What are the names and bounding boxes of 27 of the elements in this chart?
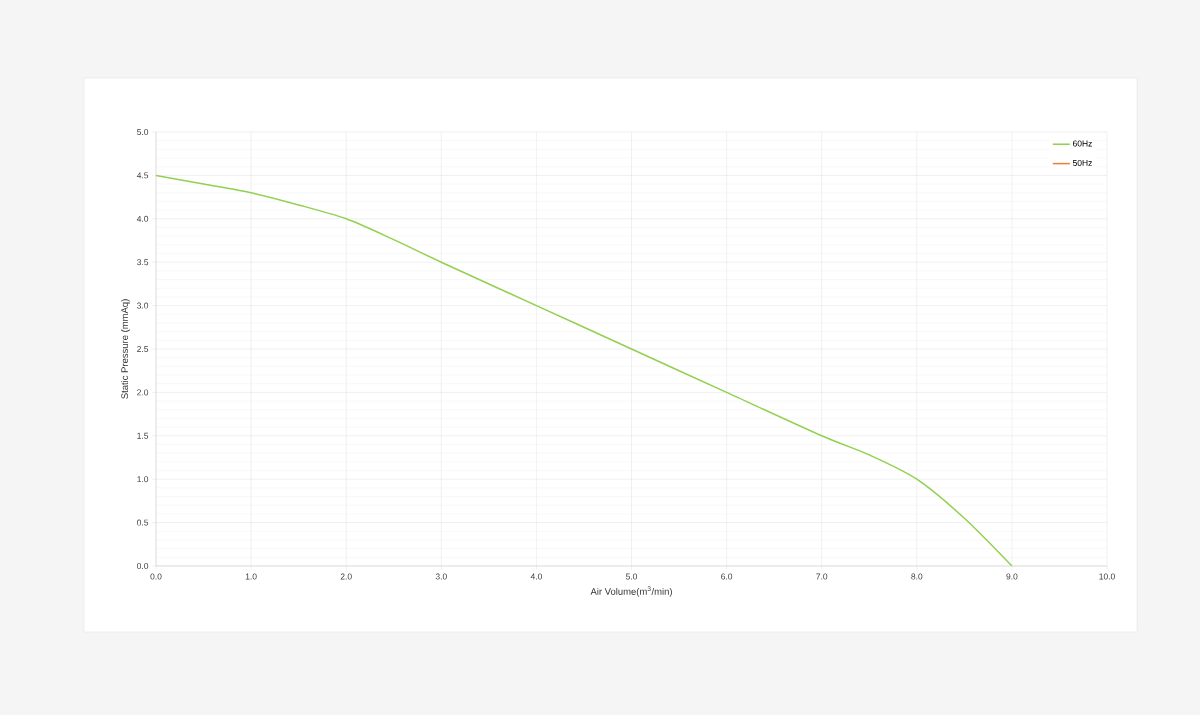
x-tick-label: 6.0 [721,573,733,580]
y-tick-label: 0.5 [137,519,149,526]
y-tick-label: 5.0 [137,129,149,135]
y-tick-label: 4.0 [136,215,149,222]
x-tick-label: 7.0 [816,573,828,580]
y-tick-label: 3.5 [137,259,149,266]
y-tick-label: 1.5 [137,432,149,439]
x-tick-label: 8.0 [911,573,923,580]
y-tick-label: 2.0 [137,389,149,396]
x-tick-label: 1.0 [245,573,257,580]
x-tick-label: 10.0 [1099,573,1115,580]
y-axis-title: Static Pressure (mmAq) [121,299,130,399]
legend-label: 60Hz [1073,140,1092,147]
y-tick-label: 3.0 [137,302,149,309]
x-tick-label: 0.0 [150,573,162,580]
y-tick-label: 1.0 [137,476,149,483]
y-tick-label: 2.5 [137,346,149,352]
x-tick-label: 5.0 [625,573,638,580]
y-tick-label: 4.5 [136,172,149,179]
x-tick-label: 4.0 [530,573,542,580]
line-series [156,174,1013,566]
x-axis-title: Air Volume(m$^{3}$/min) [590,586,672,597]
x-tick-label: 9.0 [1006,573,1018,580]
x-tick-label: 2.0 [340,573,352,580]
legend-label: 50Hz [1072,159,1092,166]
x-tick-label: 3.0 [435,573,447,580]
y-tick-label: 0.0 [137,563,149,569]
